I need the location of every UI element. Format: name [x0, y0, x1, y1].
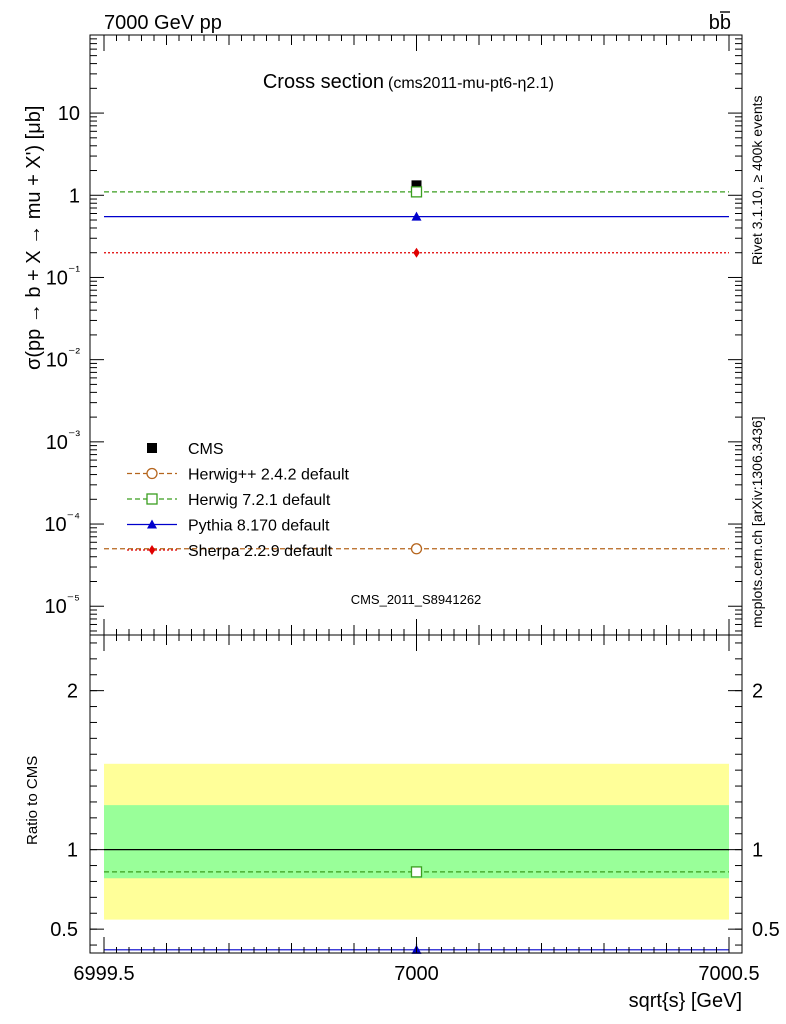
main-y-tick-label: 10⁻² — [46, 345, 81, 372]
process-label: bb — [709, 11, 731, 34]
energy-label: 7000 GeV pp — [104, 12, 222, 34]
ratio-x-tick-label: 6999.5 — [73, 963, 134, 985]
analysis-watermark: CMS_2011_S8941262 — [351, 592, 482, 607]
data-point — [411, 211, 422, 221]
ratio-y-tick-label: 1 — [67, 840, 78, 862]
ratio-y-tick-label-right: 2 — [752, 681, 763, 703]
legend-label: CMS — [188, 441, 224, 458]
ratio-uncertainty-bands — [104, 763, 729, 920]
main-y-tick-label-exp: ⁻⁴ — [67, 509, 80, 525]
data-point — [413, 247, 420, 258]
chart-title-sub: (cms2011-mu-pt6-η2.1) — [388, 75, 554, 92]
main-y-tick-label: 10⁻³ — [46, 427, 81, 454]
main-y-tick-label: 1 — [69, 185, 80, 207]
main-y-tick-label-base: 10 — [46, 350, 68, 372]
ratio-y-tick-label: 2 — [67, 681, 78, 703]
legend-label: Pythia 8.170 default — [188, 518, 330, 535]
ratio-x-tick-label: 7000 — [394, 963, 439, 985]
series-herwig-2-4-2-default — [104, 543, 729, 555]
legend-marker — [146, 467, 158, 480]
series-pythia-8-170-default — [104, 211, 729, 221]
legend-marker — [147, 443, 157, 453]
legend-marker — [146, 493, 158, 505]
data-point — [410, 186, 423, 198]
main-y-tick-label-exp: ⁻³ — [68, 427, 80, 443]
legend-entry: Pythia 8.170 default — [127, 518, 330, 535]
series-herwig-7-2-1-default — [104, 186, 729, 198]
main-y-tick-label-base: 10 — [44, 514, 66, 536]
data-point — [411, 180, 422, 191]
legend-entry: CMS — [147, 441, 224, 458]
ratio-y-axis-label: Ratio to CMS — [24, 756, 41, 845]
x-axis-label: sqrt{s} [GeV] — [629, 990, 742, 1012]
legend-marker — [148, 545, 156, 555]
ratio-x-tick-label: 7000.5 — [698, 963, 759, 985]
main-y-tick-label: 10⁻⁵ — [45, 591, 80, 618]
main-y-tick-label: 10⁻¹ — [46, 262, 81, 289]
ratio-y-tick-label-right: 0.5 — [752, 919, 780, 941]
rivet-version-label: Rivet 3.1.10, ≥ 400k events — [749, 95, 765, 265]
series-cms — [411, 180, 422, 191]
chart-title-main: Cross section — [263, 71, 384, 93]
legend-entry: Herwig 7.2.1 default — [127, 492, 331, 509]
main-y-tick-label-base: 10 — [46, 432, 68, 454]
series-sherpa-2-2-9-default — [104, 247, 729, 258]
main-y-axis-label: σ(pp → b + X → mu + X') [μb] — [23, 106, 45, 370]
main-y-tick-label-base: 10 — [45, 596, 67, 618]
main-y-tick-label: 10⁻⁴ — [44, 509, 80, 536]
ratio-series-herwig-7-2-1-default — [104, 866, 729, 878]
ratio-y-ticks: 0.5 0.5 1 1 2 2 — [50, 642, 780, 946]
chart-title: Cross section (cms2011-mu-pt6-η2.1) — [263, 71, 554, 93]
legend-label: Herwig 7.2.1 default — [188, 492, 331, 509]
main-y-tick-label-base: 10 — [46, 267, 68, 289]
ratio-y-tick-label-right: 1 — [752, 840, 763, 862]
ratio-y-tick-label: 0.5 — [50, 919, 78, 941]
uncertainty-band — [104, 805, 729, 879]
ratio-panel: 0.5 0.5 1 1 2 2 6999.5 7000 7000.5 Ratio to CMS… — [24, 634, 780, 1012]
main-y-tick-label-exp: ⁻¹ — [68, 262, 80, 278]
main-y-tick-label: 10 — [58, 103, 80, 125]
legend-marker — [147, 519, 157, 529]
ratio-data-point — [410, 866, 423, 878]
process-label-text: bb — [709, 12, 731, 34]
main-y-tick-label-exp: ⁻² — [68, 345, 80, 361]
legend-label: Herwig++ 2.4.2 default — [188, 467, 350, 484]
legend-entry: Sherpa 2.2.9 default — [127, 543, 333, 560]
legend-label: Sherpa 2.2.9 default — [188, 543, 333, 560]
main-x-ticks — [103, 35, 730, 635]
legend-entry: Herwig++ 2.4.2 default — [127, 467, 350, 484]
mcplots-label: mcplots.cern.ch [arXiv:1306.3436] — [749, 416, 765, 628]
main-y-tick-label-exp: ⁻⁵ — [67, 591, 80, 607]
data-point — [410, 543, 423, 555]
main-series — [104, 180, 729, 555]
legend: CMS Herwig++ 2.4.2 default Herwig 7.2.1 de… — [127, 441, 350, 560]
ratio-x-ticks: 6999.5 7000 7000.5 — [73, 635, 760, 985]
